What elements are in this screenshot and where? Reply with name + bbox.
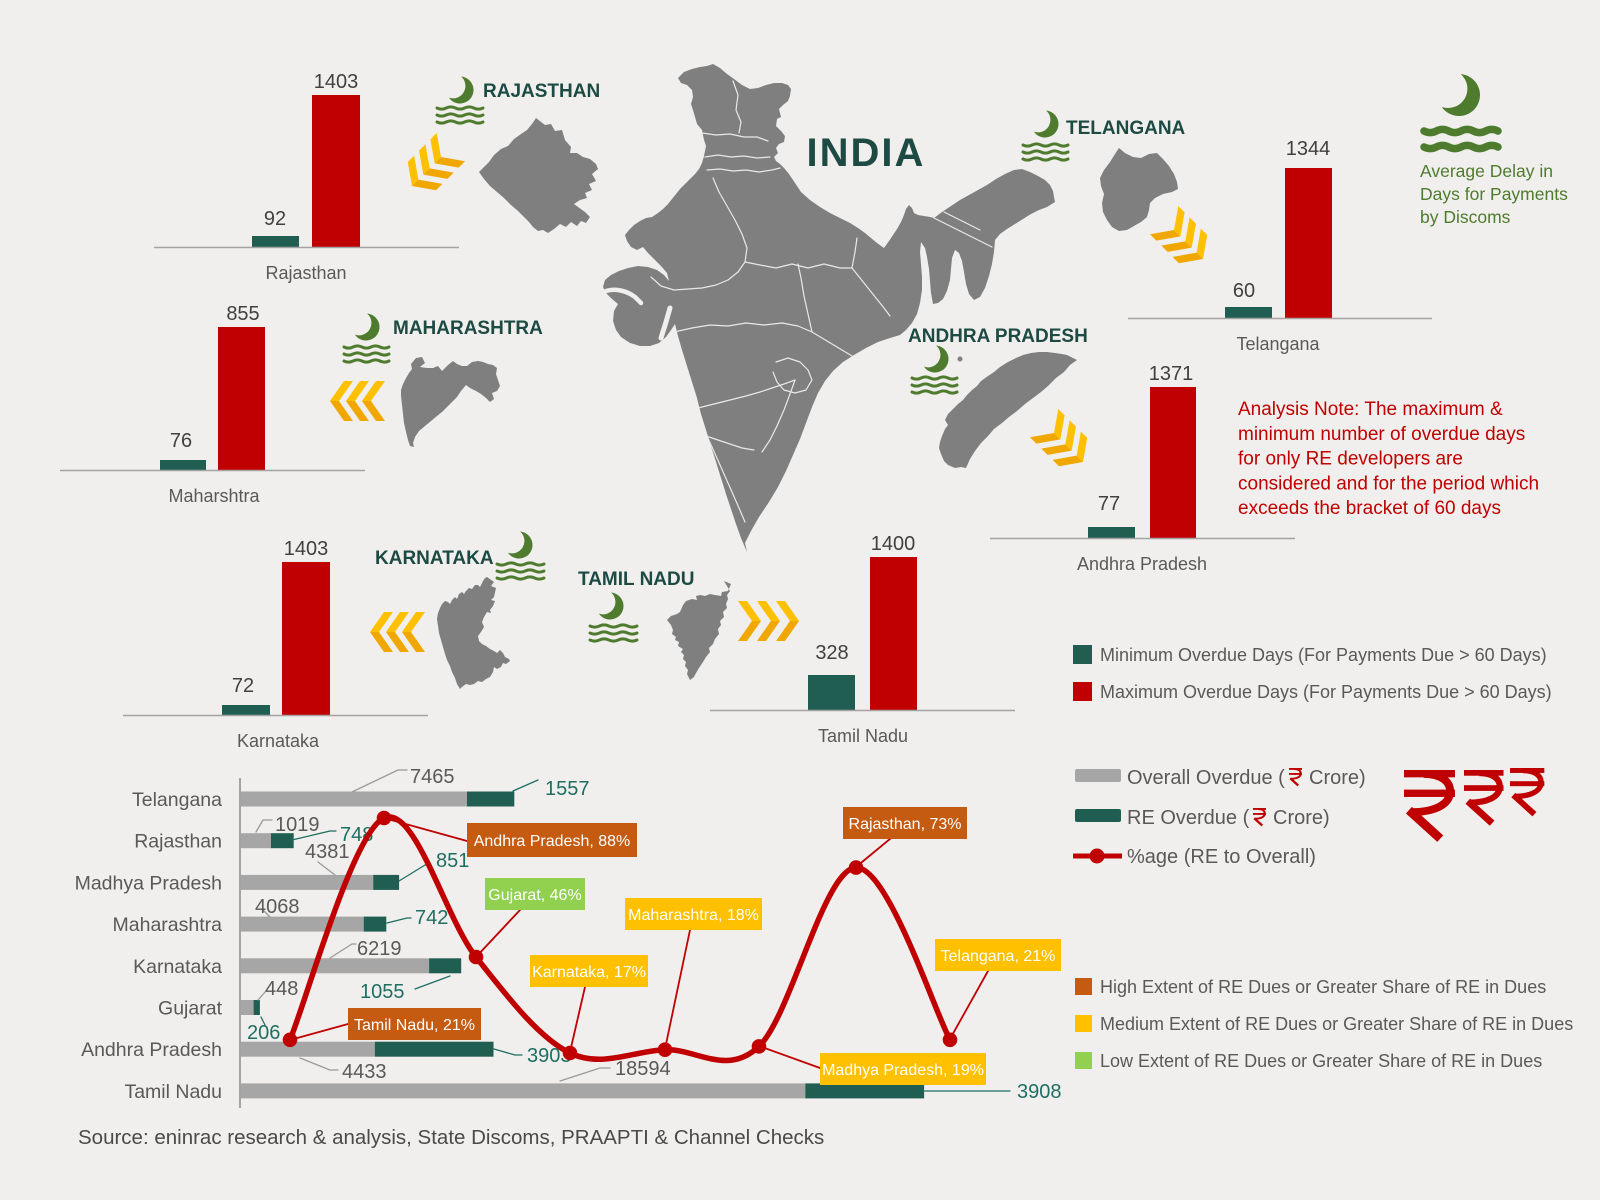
svg-text:MAHARASHTRA: MAHARASHTRA (393, 318, 543, 339)
svg-text:exceeds the bracket of 60 days: exceeds the bracket of 60 days (1238, 498, 1501, 519)
svg-text:92: 92 (264, 208, 286, 230)
svg-text:7465: 7465 (410, 766, 455, 788)
svg-text:1557: 1557 (545, 778, 590, 800)
svg-text:Karnataka: Karnataka (133, 956, 222, 978)
svg-text:Rajasthan: Rajasthan (134, 831, 222, 853)
svg-text:Karnataka, 17%: Karnataka, 17% (532, 964, 646, 981)
svg-text:RAJASTHAN: RAJASTHAN (483, 81, 600, 102)
svg-text:Crore): Crore) (1273, 807, 1330, 829)
svg-text:77: 77 (1098, 493, 1120, 515)
svg-text:Andhra Pradesh, 88%: Andhra Pradesh, 88% (474, 833, 631, 850)
svg-text:KARNATAKA: KARNATAKA (375, 548, 494, 569)
svg-text:855: 855 (226, 303, 259, 325)
svg-text:328: 328 (815, 642, 848, 664)
svg-text:Average Delay in: Average Delay in (1420, 161, 1553, 181)
svg-text:Maharshtra: Maharshtra (168, 486, 260, 506)
svg-text:1403: 1403 (314, 71, 359, 93)
svg-text:%age (RE to Overall): %age (RE to Overall) (1127, 846, 1316, 868)
svg-text:RE Overdue (: RE Overdue ( (1127, 807, 1250, 829)
svg-text:4068: 4068 (255, 896, 300, 918)
svg-text:Tamil Nadu, 21%: Tamil Nadu, 21% (354, 1017, 475, 1034)
svg-text:76: 76 (170, 430, 192, 452)
svg-text:Gujarat, 46%: Gujarat, 46% (488, 887, 581, 904)
svg-text:Maximum Overdue Days (For Paym: Maximum Overdue Days (For Payments Due >… (1100, 682, 1552, 702)
svg-text:Telangana: Telangana (132, 789, 222, 811)
svg-text:Overall Overdue (: Overall Overdue ( (1127, 767, 1285, 789)
svg-text:4381: 4381 (305, 841, 350, 863)
svg-text:18594: 18594 (615, 1058, 671, 1080)
svg-text:Source: eninrac research & ana: Source: eninrac research & analysis, Sta… (78, 1126, 824, 1149)
svg-text:Maharashtra: Maharashtra (113, 914, 223, 936)
svg-text:Karnataka: Karnataka (237, 731, 320, 751)
svg-text:72: 72 (232, 675, 254, 697)
svg-text:minimum number of overdue days: minimum number of overdue days (1238, 424, 1525, 445)
svg-text:1371: 1371 (1149, 363, 1194, 385)
svg-text:448: 448 (265, 978, 298, 1000)
svg-text:Crore): Crore) (1309, 767, 1366, 789)
svg-text:Gujarat: Gujarat (158, 998, 223, 1020)
svg-text:Analysis Note: The maximum &: Analysis Note: The maximum & (1238, 399, 1503, 420)
svg-text:1019: 1019 (275, 814, 320, 836)
svg-text:60: 60 (1233, 280, 1255, 302)
svg-text:851: 851 (436, 850, 469, 872)
svg-text:Telangana, 21%: Telangana, 21% (941, 948, 1056, 965)
svg-text:Tamil Nadu: Tamil Nadu (818, 726, 908, 746)
svg-text:Tamil Nadu: Tamil Nadu (124, 1081, 222, 1103)
svg-text:High Extent of RE Dues or Grea: High Extent of RE Dues or Greater Share … (1100, 977, 1546, 997)
svg-text:by Discoms: by Discoms (1420, 207, 1511, 227)
svg-text:Andhra Pradesh: Andhra Pradesh (81, 1039, 222, 1061)
svg-text:Rajasthan, 73%: Rajasthan, 73% (849, 816, 962, 833)
svg-text:Low Extent of RE Dues or Great: Low Extent of RE Dues or Greater Share o… (1100, 1051, 1542, 1071)
svg-text:1403: 1403 (284, 538, 329, 560)
svg-text:1344: 1344 (1286, 138, 1331, 160)
svg-text:206: 206 (247, 1022, 280, 1044)
svg-text:INDIA: INDIA (807, 131, 926, 175)
svg-text:considered and for the period: considered and for the period which (1238, 473, 1539, 494)
svg-text:Madhya Pradesh: Madhya Pradesh (75, 872, 222, 894)
svg-text:Maharashtra, 18%: Maharashtra, 18% (628, 907, 759, 924)
svg-text:Rajasthan: Rajasthan (265, 263, 346, 283)
svg-text:for only RE developers are: for only RE developers are (1238, 449, 1463, 470)
svg-text:1400: 1400 (871, 533, 916, 555)
svg-text:1055: 1055 (360, 981, 405, 1003)
svg-text:Madhya Pradesh, 19%: Madhya Pradesh, 19% (822, 1062, 984, 1079)
svg-text:Telangana: Telangana (1236, 334, 1320, 354)
svg-text:Andhra Pradesh: Andhra Pradesh (1077, 554, 1207, 574)
svg-text:3908: 3908 (1017, 1081, 1062, 1103)
svg-text:Minimum Overdue Days (For Paym: Minimum Overdue Days (For Payments Due >… (1100, 645, 1547, 665)
svg-text:ANDHRA PRADESH: ANDHRA PRADESH (908, 326, 1088, 347)
svg-text:Medium Extent of RE Dues or Gr: Medium Extent of RE Dues or Greater Shar… (1100, 1014, 1573, 1034)
svg-text:TELANGANA: TELANGANA (1066, 118, 1186, 139)
svg-text:6219: 6219 (357, 938, 402, 960)
svg-text:742: 742 (415, 907, 448, 929)
svg-text:4433: 4433 (342, 1061, 387, 1083)
svg-text:TAMIL NADU: TAMIL NADU (578, 569, 694, 590)
svg-text:Days for Payments: Days for Payments (1420, 184, 1568, 204)
